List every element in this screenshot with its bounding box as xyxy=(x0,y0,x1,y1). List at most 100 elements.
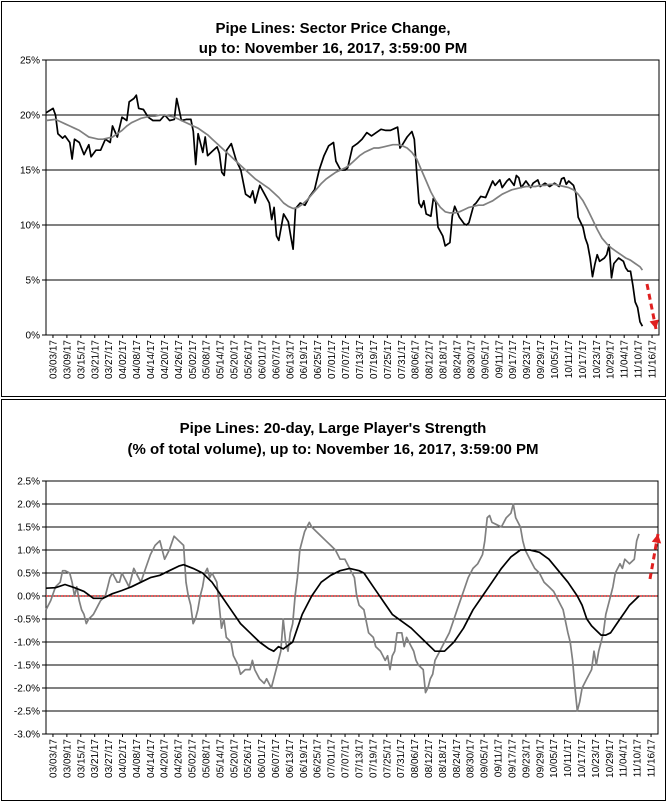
x-tick-label: 09/23/17 xyxy=(521,739,532,778)
x-tick-label: 11/04/17 xyxy=(619,739,630,778)
x-tick-label: 04/14/17 xyxy=(146,340,157,379)
x-tick-label: 10/17/17 xyxy=(577,739,588,778)
x-tick-label: 04/20/17 xyxy=(160,340,171,379)
x-tick-label: 09/17/17 xyxy=(507,739,518,778)
x-tick-label: 11/16/17 xyxy=(647,739,658,778)
price-change-chart-frame: Pipe Lines: Sector Price Change, up to: … xyxy=(1,1,666,397)
large-player-strength-chart-frame: Pipe Lines: 20-day, Large Player's Stren… xyxy=(1,399,666,801)
x-tick-label: 10/11/17 xyxy=(564,340,575,379)
x-tick-label: 05/26/17 xyxy=(243,739,254,778)
y-tick-label: -3.0% xyxy=(14,730,40,741)
x-tick-label: 08/18/17 xyxy=(439,340,450,379)
x-tick-label: 10/05/17 xyxy=(550,340,561,379)
x-tick-label: 06/25/17 xyxy=(313,340,324,379)
x-tick-label: 08/06/17 xyxy=(410,739,421,778)
x-tick-label: 07/31/17 xyxy=(397,340,408,379)
x-tick-label: 11/10/17 xyxy=(634,340,645,379)
x-tick-label: 06/19/17 xyxy=(299,739,310,778)
y-tick-label: 20% xyxy=(20,111,40,122)
x-tick-label: 04/02/17 xyxy=(118,739,129,778)
series-line-2 xyxy=(45,114,644,271)
x-tick-label: 03/27/17 xyxy=(104,340,115,379)
x-tick-label: 09/05/17 xyxy=(480,340,491,379)
x-tick-label: 09/17/17 xyxy=(508,340,519,379)
x-tick-label: 05/02/17 xyxy=(188,340,199,379)
x-tick-label: 10/11/17 xyxy=(563,739,574,778)
x-tick-label: 08/06/17 xyxy=(411,340,422,379)
y-tick-label: -2.0% xyxy=(14,684,40,695)
x-tick-label: 07/13/17 xyxy=(354,739,365,778)
trend-up-arrow xyxy=(648,533,660,580)
x-tick-label: 10/23/17 xyxy=(592,340,603,379)
x-tick-label: 07/19/17 xyxy=(369,340,380,379)
chart-subtitle: (% of total volume), up to: November 16,… xyxy=(128,441,539,458)
x-tick-label: 11/16/17 xyxy=(648,340,659,379)
x-tick-label: 05/20/17 xyxy=(230,340,241,379)
x-tick-label: 03/03/17 xyxy=(48,739,59,778)
y-tick-label: 1.0% xyxy=(17,546,40,557)
x-tick-label: 08/12/17 xyxy=(424,739,435,778)
x-tick-label: 06/01/17 xyxy=(257,739,268,778)
x-tick-label: 05/08/17 xyxy=(202,340,213,379)
x-tick-label: 03/15/17 xyxy=(76,739,87,778)
y-tick-label: 0.0% xyxy=(17,592,40,603)
x-tick-label: 07/25/17 xyxy=(382,739,393,778)
x-tick-label: 03/09/17 xyxy=(62,739,73,778)
x-tick-label: 11/04/17 xyxy=(620,340,631,379)
x-tick-label: 07/19/17 xyxy=(368,739,379,778)
trend-up-arrow-head xyxy=(651,534,662,544)
x-tick-label: 05/08/17 xyxy=(201,739,212,778)
y-tick-label: 15% xyxy=(20,166,40,177)
x-tick-label: 04/08/17 xyxy=(132,739,143,778)
x-tick-label: 04/26/17 xyxy=(174,739,185,778)
series-line-1 xyxy=(45,94,644,327)
x-tick-label: 05/02/17 xyxy=(188,739,199,778)
y-tick-label: -2.5% xyxy=(14,707,40,718)
y-tick-label: -0.5% xyxy=(14,615,40,626)
x-tick-label: 04/14/17 xyxy=(146,739,157,778)
y-tick-label: 5% xyxy=(26,276,41,287)
x-tick-label: 08/18/17 xyxy=(438,739,449,778)
price-change-chart: Pipe Lines: Sector Price Change, up to: … xyxy=(20,20,660,379)
x-tick-label: 06/01/17 xyxy=(257,340,268,379)
x-tick-label: 07/01/17 xyxy=(327,340,338,379)
x-tick-label: 03/27/17 xyxy=(104,739,115,778)
x-tick-label: 06/07/17 xyxy=(271,340,282,379)
x-tick-label: 08/24/17 xyxy=(452,739,463,778)
x-tick-label: 07/13/17 xyxy=(355,340,366,379)
x-tick-label: 09/05/17 xyxy=(480,739,491,778)
x-tick-label: 08/30/17 xyxy=(466,340,477,379)
x-tick-label: 07/01/17 xyxy=(327,739,338,778)
x-tick-label: 09/29/17 xyxy=(535,739,546,778)
x-tick-label: 10/05/17 xyxy=(549,739,560,778)
x-tick-label: 11/10/17 xyxy=(633,739,644,778)
y-tick-label: 10% xyxy=(20,221,40,232)
trend-down-arrow-head xyxy=(649,319,659,329)
plot-area xyxy=(45,480,659,735)
x-tick-label: 10/17/17 xyxy=(578,340,589,379)
plot-area xyxy=(45,59,660,336)
x-tick-label: 10/29/17 xyxy=(605,739,616,778)
x-tick-label: 06/19/17 xyxy=(299,340,310,379)
y-tick-label: 2.5% xyxy=(17,477,40,488)
x-tick-label: 07/07/17 xyxy=(341,739,352,778)
x-tick-label: 09/23/17 xyxy=(522,340,533,379)
y-tick-label: 0.5% xyxy=(17,569,40,580)
x-tick-label: 10/23/17 xyxy=(591,739,602,778)
y-tick-label: -1.0% xyxy=(14,638,40,649)
x-tick-label: 06/07/17 xyxy=(271,739,282,778)
x-tick-label: 07/07/17 xyxy=(341,340,352,379)
x-tick-label: 05/26/17 xyxy=(244,340,255,379)
x-tick-label: 09/29/17 xyxy=(536,340,547,379)
x-tick-label: 09/11/17 xyxy=(494,340,505,379)
x-tick-label: 07/31/17 xyxy=(396,739,407,778)
x-tick-label: 04/08/17 xyxy=(132,340,143,379)
x-tick-label: 03/09/17 xyxy=(62,340,73,379)
y-tick-label: 1.5% xyxy=(17,523,40,534)
y-tick-label: 2.0% xyxy=(17,500,40,511)
x-tick-label: 05/20/17 xyxy=(229,739,240,778)
x-tick-label: 08/12/17 xyxy=(425,340,436,379)
x-tick-label: 03/03/17 xyxy=(48,340,59,379)
series-line-1 xyxy=(45,503,640,712)
x-tick-label: 05/14/17 xyxy=(215,739,226,778)
